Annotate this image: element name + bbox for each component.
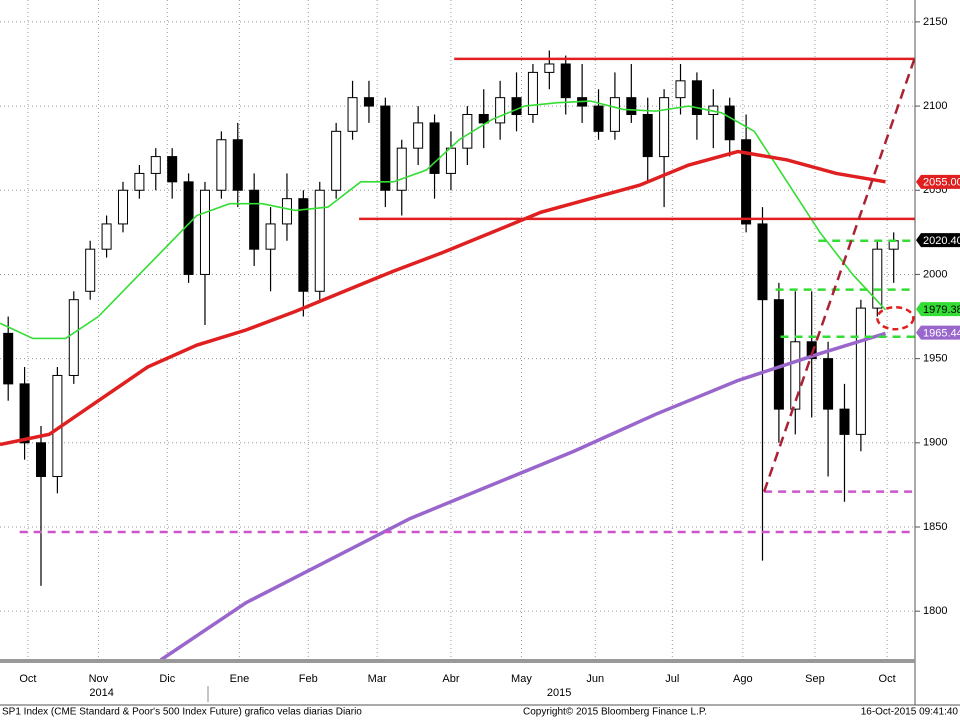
candle-body [724,105,735,141]
candle-body [478,113,489,124]
year-label: 2014 [89,687,113,699]
candle-body [823,358,834,410]
candle-body [19,383,30,444]
candle-body [167,156,178,183]
plot [0,50,917,662]
x-tick-label: Dic [159,673,175,685]
y-tick-label: 1900 [923,437,947,449]
candle-body [347,97,358,132]
candle-body [888,240,899,250]
candle-body [429,122,440,174]
price-tag [916,302,960,317]
y-tick-label: 1950 [923,353,947,365]
candle-body [314,189,325,292]
x-tick-label: Ago [733,673,753,685]
footer-left: SP1 Index (CME Standard & Poor's 500 Ind… [2,707,362,718]
candle-body [117,189,128,225]
candle-body [593,105,604,132]
footer-right: 16-Oct-2015 09:41:40 [861,707,959,718]
price-tag [916,174,960,189]
candle-body [872,248,883,309]
candle-body [445,147,456,174]
candle-body [134,172,145,191]
candle-body [462,113,473,149]
candle-body [544,63,555,73]
candle-body [265,223,276,250]
y-tick-label: 2000 [923,268,947,280]
candle-body [298,198,309,292]
x-tick-label: May [511,673,532,685]
y-tick-label: 1850 [923,521,947,533]
candle-body [380,105,391,191]
y-tick-label: 2150 [923,16,947,28]
price-tag-label: 2055.00 [923,177,960,189]
x-tick-label: Abr [442,673,459,685]
x-axis-bar [0,659,915,663]
candle-body [68,299,79,376]
x-tick-label: Jul [665,673,679,685]
year-label: 2015 [547,687,571,699]
candle-body [249,189,260,250]
price-tag [916,325,960,340]
candle-body [35,442,47,477]
candle-body [609,97,620,132]
candle-body [331,130,342,191]
price-tag-label: 1965.44 [923,328,960,340]
candle-body [527,71,538,115]
moving-average [159,331,886,662]
y-tick-label: 1800 [923,605,947,617]
candle-body [560,63,571,99]
candle-body [773,299,784,410]
trend-line [762,56,917,493]
y-tick-label: 2100 [923,100,947,112]
candle-body [691,80,702,115]
price-tag [916,233,960,248]
x-tick-label: Oct [19,673,36,685]
circle-marker [876,305,915,331]
candle-body [642,113,653,158]
x-tick-label: Ene [230,673,250,685]
grid [0,0,915,660]
candle-body [413,122,424,149]
candle-body [511,97,522,115]
candle-body [232,139,243,191]
x-tick-label: Mar [368,673,387,685]
footer-center: Copyright© 2015 Bloomberg Finance L.P. [523,707,707,718]
candle-body [363,97,374,107]
moving-average [0,149,886,447]
candle-body [839,408,850,435]
candle-body [790,341,801,410]
candle-body [85,248,96,292]
candle-body [150,156,161,174]
candle-body [495,97,506,124]
candle-body [101,223,112,250]
candle-body [626,97,637,115]
x-tick-label: Jun [586,673,604,685]
x-tick-label: Sep [805,673,825,685]
candle-body [281,198,292,225]
price-tag-label: 1979.38 [923,304,960,316]
candle-body [216,139,227,191]
candle-body [3,332,14,385]
candle-body [396,147,407,191]
candle-body [855,307,866,435]
candle-body [659,97,670,158]
candle-body [741,139,752,225]
x-tick-label: Nov [89,673,109,685]
price-tag-label: 2020.40 [923,235,960,247]
x-tick-label: Feb [299,673,318,685]
candle-body [199,189,210,275]
moving-average [0,100,887,340]
candle-body [757,223,768,301]
x-tick-label: Oct [879,673,896,685]
candle-body [806,341,817,360]
candle-body [675,80,686,99]
